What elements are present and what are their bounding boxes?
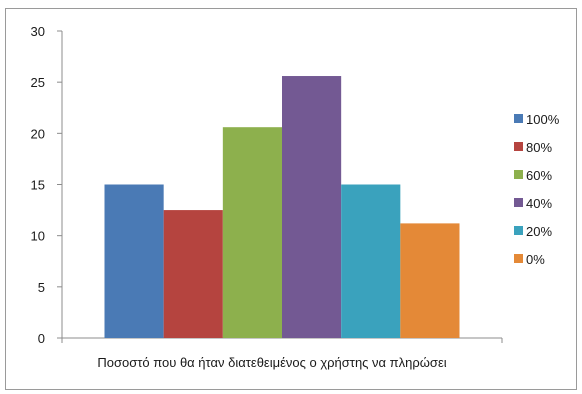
legend-label: 40% (526, 196, 552, 211)
y-tick-label: 15 (31, 178, 45, 193)
legend-label: 0% (526, 252, 545, 267)
y-tick-label: 10 (31, 229, 45, 244)
y-tick-label: 25 (31, 75, 45, 90)
bar (163, 210, 223, 338)
legend-swatch (514, 142, 523, 151)
bars (104, 76, 460, 339)
legend-label: 60% (526, 168, 552, 183)
bar (341, 184, 401, 338)
legend-label: 80% (526, 140, 552, 155)
y-tick-label: 0 (38, 331, 45, 346)
y-tick-label: 30 (31, 24, 45, 39)
x-axis-title: Ποσοστό που θα ήταν διατεθειμένος ο χρήσ… (97, 355, 446, 370)
legend-swatch (514, 170, 523, 179)
legend-label: 100% (526, 112, 560, 127)
legend-label: 20% (526, 224, 552, 239)
legend-swatch (514, 198, 523, 207)
bar (104, 184, 164, 338)
legend-swatch (514, 226, 523, 235)
y-tick-label: 20 (31, 126, 45, 141)
legend-swatch (514, 254, 523, 263)
bar (222, 127, 282, 339)
legend: 100% 80% 60% 40% 20% 0% (514, 112, 560, 267)
y-tick-label: 5 (38, 280, 45, 295)
legend-swatch (514, 114, 523, 123)
bar (400, 223, 460, 338)
bar (282, 76, 342, 338)
